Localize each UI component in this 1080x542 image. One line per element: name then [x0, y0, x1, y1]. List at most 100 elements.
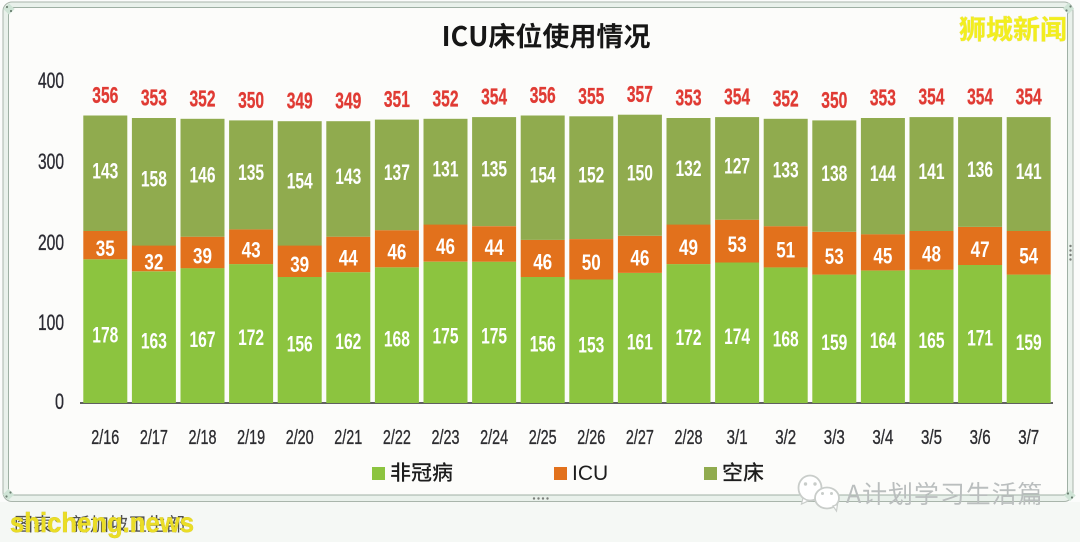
svg-text:154: 154 — [530, 163, 557, 188]
svg-text:2/16: 2/16 — [91, 427, 119, 449]
svg-text:167: 167 — [190, 327, 216, 352]
svg-text:350: 350 — [821, 87, 847, 113]
svg-text:143: 143 — [335, 164, 361, 189]
svg-text:352: 352 — [433, 85, 459, 111]
svg-text:2/24: 2/24 — [480, 427, 508, 449]
svg-text:172: 172 — [238, 325, 264, 350]
svg-text:2/23: 2/23 — [432, 427, 460, 449]
svg-text:353: 353 — [141, 85, 167, 111]
svg-text:43: 43 — [242, 238, 261, 263]
svg-text:ICU: ICU — [572, 462, 608, 485]
svg-text:168: 168 — [384, 327, 410, 352]
svg-text:141: 141 — [1016, 159, 1042, 184]
svg-text:39: 39 — [290, 252, 309, 277]
svg-text:351: 351 — [384, 86, 410, 112]
svg-text:2/22: 2/22 — [383, 427, 411, 449]
svg-text:356: 356 — [92, 82, 118, 108]
svg-text:46: 46 — [630, 245, 649, 270]
svg-text:50: 50 — [582, 250, 601, 275]
svg-text:172: 172 — [676, 325, 702, 350]
svg-text:47: 47 — [971, 237, 990, 262]
svg-text:146: 146 — [190, 163, 216, 188]
svg-text:2/28: 2/28 — [675, 427, 703, 449]
svg-text:175: 175 — [481, 324, 507, 349]
svg-text:175: 175 — [433, 324, 459, 349]
svg-text:165: 165 — [919, 328, 945, 353]
svg-text:46: 46 — [387, 240, 406, 265]
svg-text:171: 171 — [967, 325, 993, 350]
svg-text:44: 44 — [339, 245, 359, 270]
svg-text:2/27: 2/27 — [626, 427, 654, 449]
svg-text:3/7: 3/7 — [1018, 427, 1039, 449]
svg-text:357: 357 — [627, 81, 653, 107]
svg-text:159: 159 — [821, 330, 847, 355]
svg-text:153: 153 — [578, 333, 604, 358]
svg-text:349: 349 — [287, 88, 313, 114]
svg-text:136: 136 — [967, 157, 993, 182]
svg-text:127: 127 — [724, 153, 750, 178]
svg-text:300: 300 — [38, 149, 64, 174]
svg-text:137: 137 — [384, 160, 410, 185]
svg-text:159: 159 — [1016, 330, 1042, 355]
svg-text:3/4: 3/4 — [872, 427, 893, 449]
svg-text:354: 354 — [967, 84, 993, 110]
svg-text:2/21: 2/21 — [334, 427, 362, 449]
svg-text:156: 156 — [530, 331, 556, 356]
svg-text:3/1: 3/1 — [727, 427, 748, 449]
svg-text:46: 46 — [436, 234, 455, 259]
svg-text:161: 161 — [627, 329, 653, 354]
svg-text:144: 144 — [870, 161, 897, 186]
svg-text:356: 356 — [530, 82, 556, 108]
svg-text:2/17: 2/17 — [140, 427, 168, 449]
svg-text:154: 154 — [287, 168, 314, 193]
svg-text:352: 352 — [773, 85, 799, 111]
svg-text:44: 44 — [485, 235, 505, 260]
svg-text:2/18: 2/18 — [189, 427, 217, 449]
svg-text:355: 355 — [578, 83, 604, 109]
svg-text:132: 132 — [676, 156, 702, 181]
svg-text:54: 54 — [1019, 244, 1039, 269]
svg-text:354: 354 — [481, 84, 507, 110]
svg-text:35: 35 — [96, 236, 115, 261]
svg-text:354: 354 — [724, 84, 750, 110]
svg-text:135: 135 — [481, 157, 507, 182]
svg-text:45: 45 — [873, 243, 892, 268]
svg-text:164: 164 — [870, 328, 897, 353]
svg-text:353: 353 — [676, 85, 702, 111]
svg-text:135: 135 — [238, 160, 264, 185]
svg-text:100: 100 — [38, 310, 64, 335]
svg-text:150: 150 — [627, 160, 653, 185]
svg-text:400: 400 — [38, 68, 64, 93]
svg-text:158: 158 — [141, 167, 167, 192]
svg-text:131: 131 — [433, 157, 459, 182]
svg-text:2/19: 2/19 — [237, 427, 265, 449]
svg-text:3/5: 3/5 — [921, 427, 942, 449]
svg-text:39: 39 — [193, 243, 212, 268]
svg-text:162: 162 — [335, 329, 361, 354]
svg-text:3/2: 3/2 — [775, 427, 796, 449]
svg-text:350: 350 — [238, 87, 264, 113]
svg-text:349: 349 — [335, 88, 361, 114]
svg-text:2/26: 2/26 — [577, 427, 605, 449]
svg-text:0: 0 — [55, 389, 64, 414]
svg-text:53: 53 — [825, 244, 844, 269]
svg-text:168: 168 — [773, 327, 799, 352]
svg-text:32: 32 — [144, 249, 163, 274]
svg-text:163: 163 — [141, 329, 167, 354]
svg-text:51: 51 — [776, 238, 795, 263]
svg-text:178: 178 — [92, 323, 118, 348]
svg-text:354: 354 — [919, 84, 945, 110]
svg-text:353: 353 — [870, 85, 896, 111]
svg-text:354: 354 — [1016, 84, 1042, 110]
svg-text:143: 143 — [92, 158, 118, 183]
svg-text:133: 133 — [773, 158, 799, 183]
svg-text:3/3: 3/3 — [824, 427, 845, 449]
svg-text:49: 49 — [679, 235, 698, 260]
svg-text:200: 200 — [38, 230, 64, 255]
svg-text:174: 174 — [724, 324, 751, 349]
svg-text:2/25: 2/25 — [529, 427, 557, 449]
svg-text:46: 46 — [533, 249, 552, 274]
svg-text:152: 152 — [578, 163, 604, 188]
svg-text:shicheng.news: shicheng.news — [10, 507, 194, 538]
svg-text:141: 141 — [919, 159, 945, 184]
